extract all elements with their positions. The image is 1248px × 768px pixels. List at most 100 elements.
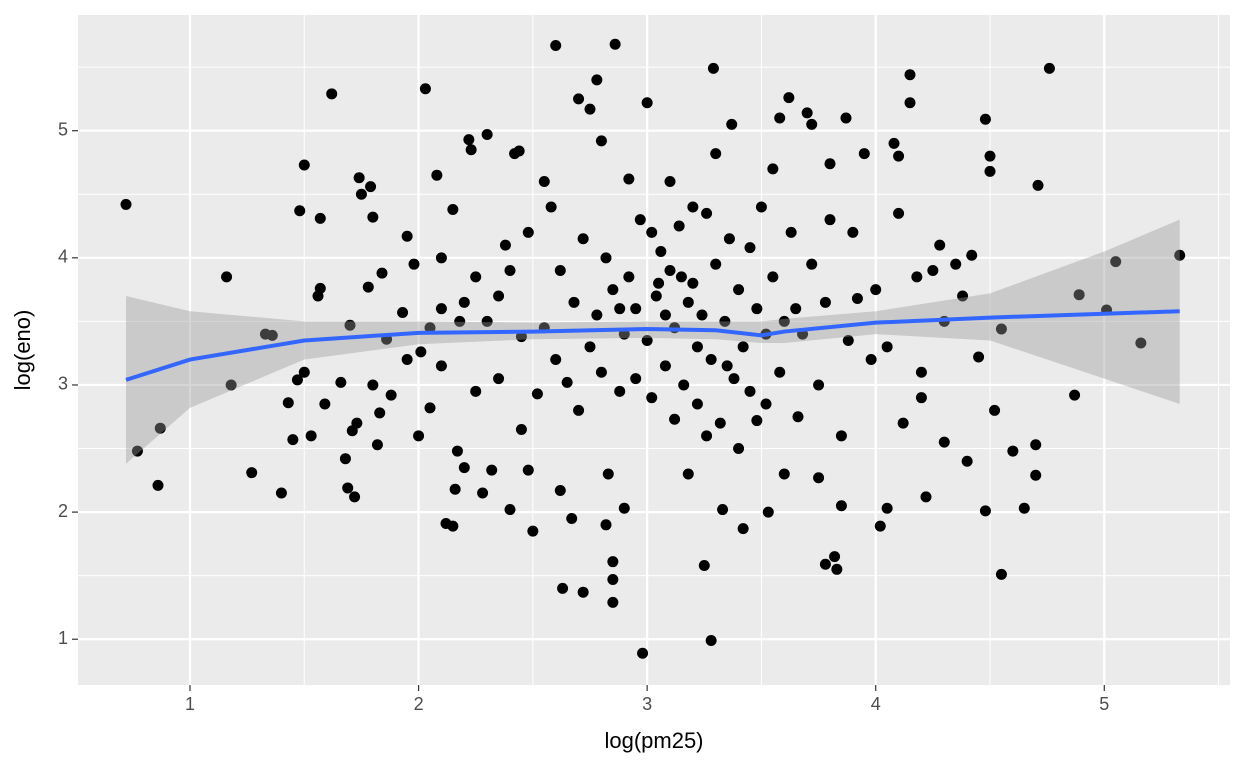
point [374, 407, 386, 419]
point [783, 92, 795, 104]
point [408, 258, 420, 270]
point [950, 258, 962, 270]
point [246, 467, 258, 479]
point [751, 303, 763, 315]
point [995, 323, 1007, 335]
point [314, 282, 326, 294]
point [568, 296, 580, 308]
point [767, 271, 779, 283]
point [641, 97, 653, 109]
point [470, 385, 482, 397]
point [595, 135, 607, 147]
point [282, 397, 294, 409]
point [851, 293, 863, 305]
point [600, 252, 612, 264]
point [915, 366, 927, 378]
point [691, 341, 703, 353]
point [634, 214, 646, 226]
point [367, 211, 379, 223]
point [698, 559, 710, 571]
point [131, 445, 143, 457]
point [701, 207, 713, 219]
point [298, 159, 310, 171]
point [419, 83, 431, 95]
point [294, 205, 306, 217]
point [806, 258, 818, 270]
point [707, 62, 719, 74]
x-axis-title: log(pm25) [604, 728, 703, 753]
point [728, 373, 740, 385]
point [573, 93, 585, 105]
point [755, 201, 767, 213]
point [824, 158, 836, 170]
point [577, 586, 589, 598]
point [646, 392, 658, 404]
point [858, 148, 870, 160]
point [465, 144, 477, 156]
point [1030, 439, 1042, 451]
point [577, 233, 589, 245]
point [499, 239, 511, 251]
point [618, 502, 630, 514]
point [447, 520, 459, 532]
point [584, 341, 596, 353]
point [225, 379, 237, 391]
point [614, 385, 626, 397]
point [522, 226, 534, 238]
point [664, 265, 676, 277]
point [678, 379, 690, 391]
point [744, 242, 756, 254]
point [385, 389, 397, 401]
point [531, 388, 543, 400]
point [515, 331, 527, 343]
point [669, 413, 681, 425]
point [349, 491, 361, 503]
point [630, 373, 642, 385]
point [371, 439, 383, 451]
point [774, 366, 786, 378]
point [701, 430, 713, 442]
y-tick-label: 5 [58, 119, 68, 139]
point [726, 118, 738, 130]
point [682, 296, 694, 308]
point [353, 172, 365, 184]
point [778, 468, 790, 480]
point [355, 188, 367, 200]
point [435, 252, 447, 264]
point [435, 360, 447, 372]
point [961, 455, 973, 467]
point [493, 290, 505, 302]
point [737, 341, 749, 353]
point [710, 258, 722, 270]
point [1043, 62, 1055, 74]
point [751, 415, 763, 427]
point [424, 322, 436, 334]
point [435, 303, 447, 315]
point [696, 309, 708, 321]
point [865, 354, 877, 366]
point [881, 341, 893, 353]
point [979, 505, 991, 517]
y-tick-label: 2 [58, 501, 68, 521]
point [298, 366, 310, 378]
point [609, 38, 621, 50]
point [275, 487, 287, 499]
point [397, 306, 409, 318]
point [806, 118, 818, 130]
point [911, 271, 923, 283]
point [762, 506, 774, 518]
point [266, 329, 278, 341]
point [705, 354, 717, 366]
point [561, 376, 573, 388]
point [840, 112, 852, 124]
point [1174, 249, 1186, 261]
point [152, 479, 164, 491]
point [221, 271, 233, 283]
point [723, 233, 735, 245]
point [362, 281, 374, 293]
point [870, 284, 882, 296]
point [641, 334, 653, 346]
point [376, 267, 388, 279]
point [614, 303, 626, 315]
